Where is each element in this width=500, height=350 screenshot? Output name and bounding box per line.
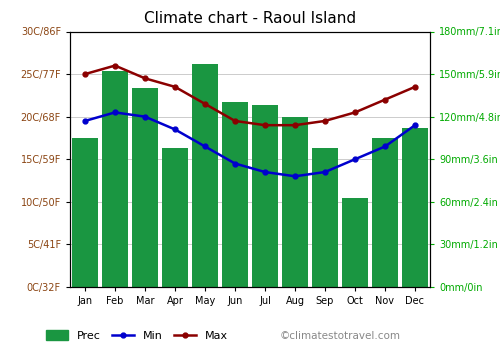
- Bar: [312, 148, 338, 287]
- Bar: [162, 148, 188, 287]
- Bar: [342, 197, 368, 287]
- Title: Climate chart - Raoul Island: Climate chart - Raoul Island: [144, 11, 356, 26]
- Bar: [222, 103, 248, 287]
- Bar: [132, 88, 158, 287]
- Bar: [102, 71, 128, 287]
- Bar: [252, 105, 278, 287]
- Bar: [72, 138, 98, 287]
- Bar: [402, 128, 428, 287]
- Bar: [192, 64, 218, 287]
- Bar: [372, 138, 398, 287]
- Bar: [282, 117, 308, 287]
- Legend: Prec, Min, Max: Prec, Min, Max: [46, 330, 228, 341]
- Text: ©climatestotravel.com: ©climatestotravel.com: [280, 331, 401, 341]
